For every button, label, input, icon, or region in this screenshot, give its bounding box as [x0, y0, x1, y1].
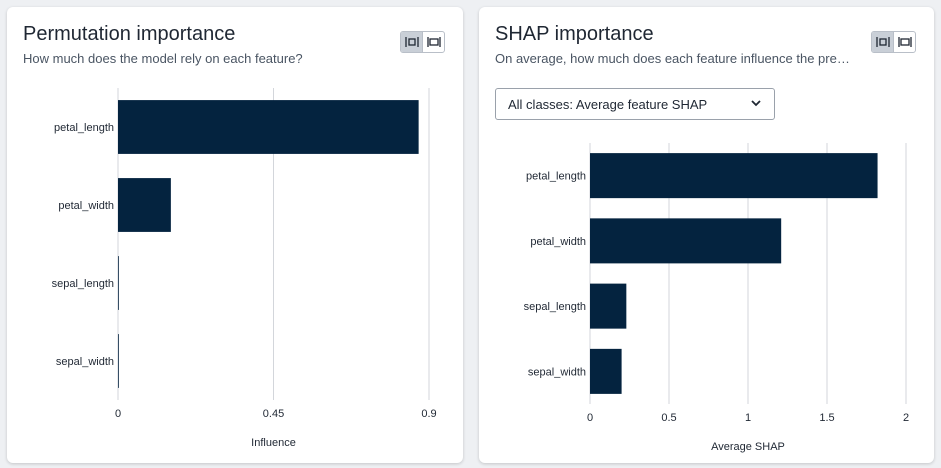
x-tick-label: 0 [587, 412, 593, 424]
x-tick-label: 1.5 [819, 412, 834, 424]
bar-sepal-length [118, 256, 119, 310]
bar-petal-width [590, 218, 782, 264]
bar-petal-width [118, 178, 171, 232]
x-tick-label: 2 [903, 412, 909, 424]
fit-width-icon [404, 37, 419, 47]
full-width-toggle[interactable] [893, 32, 915, 52]
x-tick-label: 0 [115, 408, 121, 420]
y-tick-label: sepal_length [52, 278, 114, 290]
x-tick-label: 0.9 [421, 408, 436, 420]
card-title: Permutation importance [23, 23, 236, 45]
bar-petal-length [590, 153, 878, 199]
x-tick-label: 0.5 [661, 412, 676, 424]
y-tick-label: petal_length [526, 171, 586, 183]
card-title: SHAP importance [495, 23, 654, 45]
class-select-dropdown[interactable]: All classes: Average feature SHAP [495, 88, 775, 120]
y-tick-label: sepal_length [524, 301, 586, 313]
chevron-down-icon [751, 100, 761, 107]
y-tick-label: petal_width [530, 236, 586, 248]
shap-importance-card: SHAP importance On average, how much doe… [479, 7, 934, 463]
y-tick-label: petal_length [54, 122, 114, 134]
full-width-icon [897, 37, 912, 47]
width-toggle [871, 31, 916, 53]
y-tick-label: petal_width [58, 200, 114, 212]
width-toggle [400, 31, 445, 53]
full-width-icon [426, 37, 441, 47]
fit-width-toggle[interactable] [401, 32, 422, 52]
permutation-importance-chart: 0 0.45 0.9 petal_length petal_width sepal_len… [52, 88, 437, 449]
bar-sepal-length [590, 283, 627, 329]
y-tick-label: sepal_width [56, 356, 114, 368]
x-axis-title: Average SHAP [711, 441, 785, 453]
shap-importance-chart: 0 0.5 1 1.5 2 petal_length petal_width sepal_le… [524, 143, 909, 453]
y-tick-label: sepal_width [528, 366, 586, 378]
dropdown-selected-value: All classes: Average feature SHAP [508, 96, 708, 112]
x-axis-title: Influence [251, 437, 296, 449]
fit-width-icon [875, 37, 890, 47]
bar-petal-length [118, 100, 419, 154]
fit-width-toggle[interactable] [872, 32, 893, 52]
bar-sepal-width [118, 334, 119, 388]
permutation-importance-card: Permutation importance How much does the… [7, 7, 463, 463]
full-width-toggle[interactable] [422, 32, 444, 52]
x-tick-label: 1 [745, 412, 751, 424]
x-tick-label: 0.45 [263, 408, 284, 420]
bar-sepal-width [590, 348, 622, 394]
